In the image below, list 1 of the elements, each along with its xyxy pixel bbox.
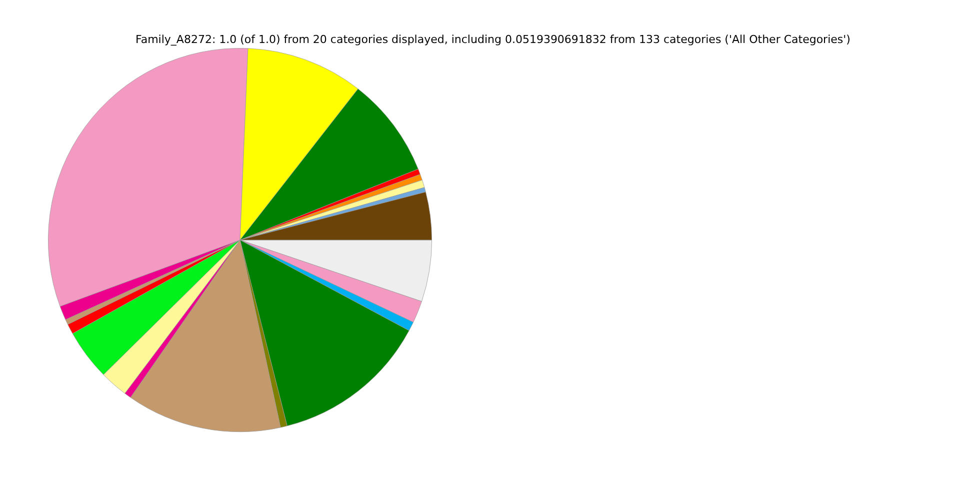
text: Family_A8272: 1.0 (of 1.0) from 20 categories displayed, including 0.0519390691832 from 133 categories ('All Other Categories') [134,33,852,46]
